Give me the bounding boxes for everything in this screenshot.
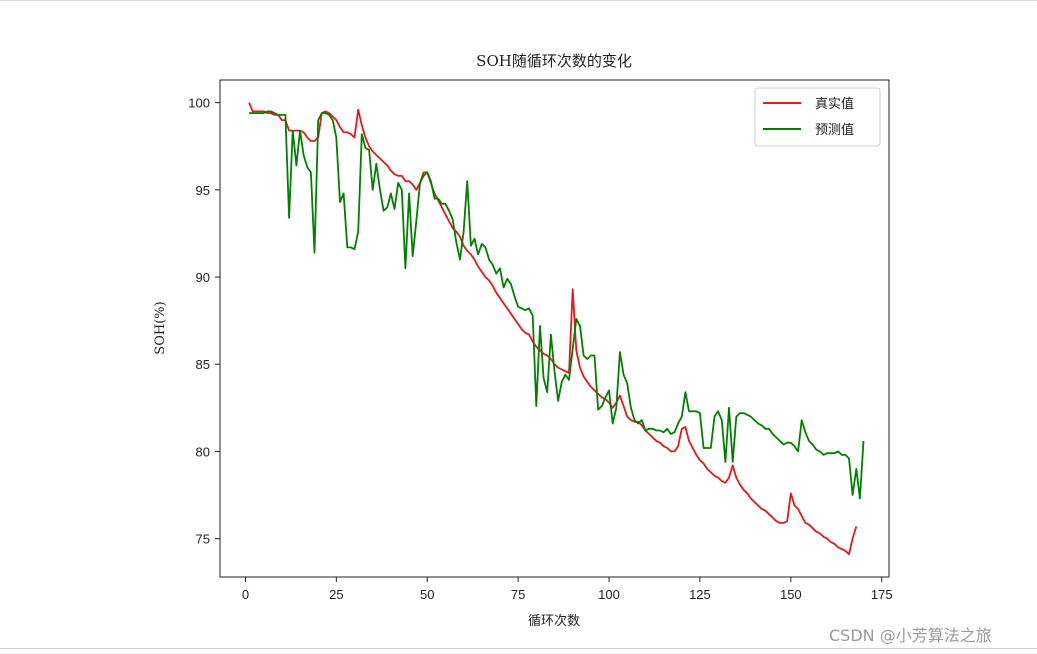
bottom-border	[0, 648, 1037, 649]
legend-label-predicted: 预测值	[815, 122, 854, 138]
x-tick-label: 125	[689, 587, 711, 602]
x-axis: 0 25 50 75 100 125 150 175	[242, 577, 893, 602]
legend: 真实值 预测值	[754, 87, 881, 147]
series-predicted-line	[249, 110, 865, 500]
x-tick-label: 0	[242, 587, 249, 602]
y-tick-label: 90	[196, 270, 210, 285]
chart-title: SOH随循环次数的变化	[476, 52, 632, 70]
y-axis-label: SOH(%)	[153, 301, 168, 354]
y-tick-label: 85	[196, 357, 210, 372]
x-tick-label: 100	[598, 587, 620, 602]
x-tick-label: 150	[780, 587, 802, 602]
y-tick-label: 100	[188, 96, 210, 111]
y-tick-label: 95	[196, 183, 210, 198]
x-tick-label: 175	[871, 587, 893, 602]
y-tick-label: 75	[196, 532, 210, 547]
series-layer	[248, 102, 865, 556]
legend-label-actual: 真实值	[815, 96, 854, 112]
watermark: CSDN @小芳算法之旅	[829, 626, 992, 645]
x-tick-label: 25	[329, 587, 343, 602]
x-tick-label: 50	[420, 587, 434, 602]
y-axis: 75 80 85 90 95 100	[188, 96, 220, 547]
x-tick-label: 75	[511, 587, 525, 602]
plot-area	[219, 79, 890, 578]
x-axis-label: 循环次数	[528, 613, 580, 629]
top-border	[0, 0, 1037, 1]
y-tick-label: 80	[196, 444, 210, 459]
